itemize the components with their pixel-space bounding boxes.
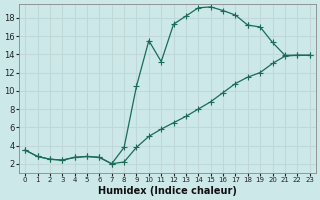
X-axis label: Humidex (Indice chaleur): Humidex (Indice chaleur) (98, 186, 237, 196)
